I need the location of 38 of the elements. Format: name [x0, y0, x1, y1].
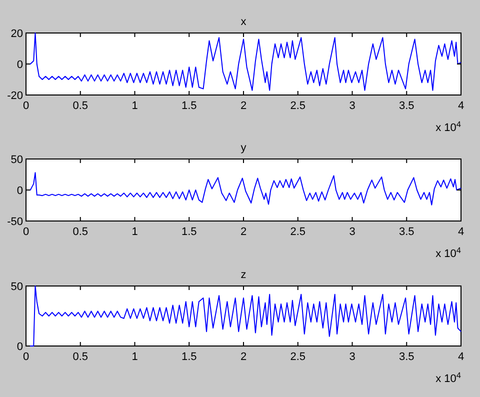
x-tick-label: 0.5: [72, 351, 88, 363]
y-tick-label: 20: [10, 28, 23, 40]
x-tick-label: 4: [458, 351, 464, 363]
chart-title: x: [240, 16, 247, 28]
x-tick-label: 1: [132, 100, 138, 112]
chart-title: z: [240, 269, 246, 281]
x-tick-label: 1.5: [181, 226, 197, 238]
x-tick-label: 1.5: [181, 100, 197, 112]
chart-title: y: [240, 142, 247, 154]
y-tick-label: 0: [16, 340, 23, 353]
x-tick-label: 0.5: [72, 226, 88, 238]
x-tick-label: 2: [240, 351, 247, 363]
text: x 10$^{4}$: [436, 120, 462, 134]
x-tick-label: 4: [458, 100, 464, 112]
x-tick-label: 3: [349, 100, 356, 112]
x-tick-label: 2.5: [290, 226, 306, 238]
x-tick-label: 1: [132, 351, 138, 363]
y-tick-label: 0: [16, 58, 23, 71]
x-tick-label: 2.5: [290, 351, 306, 363]
x-tick-label: 3.5: [398, 226, 414, 238]
x-tick-label: 3.5: [398, 351, 414, 363]
x-tick-label: 2.5: [290, 100, 306, 112]
y-tick-label: -20: [7, 90, 23, 102]
x-tick-label: 2: [240, 100, 247, 112]
x-tick-label: 2: [240, 226, 247, 238]
y-tick-label: 50: [10, 154, 23, 166]
y-tick-label: 50: [10, 280, 23, 293]
y-tick-label: -50: [7, 216, 23, 228]
x-tick-label: 3.5: [398, 100, 414, 112]
x-tick-label: 3: [349, 351, 356, 363]
x-tick-label: 1: [132, 226, 138, 238]
x-tick-label: 1.5: [181, 351, 197, 363]
x-tick-label: 3: [349, 226, 356, 238]
y-tick-label: 0: [16, 184, 23, 197]
x-tick-label: 4: [458, 226, 464, 238]
text: x 10$^{4}$: [436, 246, 462, 260]
text: x 10$^{4}$: [436, 370, 462, 385]
x-tick-label: 0.5: [72, 100, 88, 112]
